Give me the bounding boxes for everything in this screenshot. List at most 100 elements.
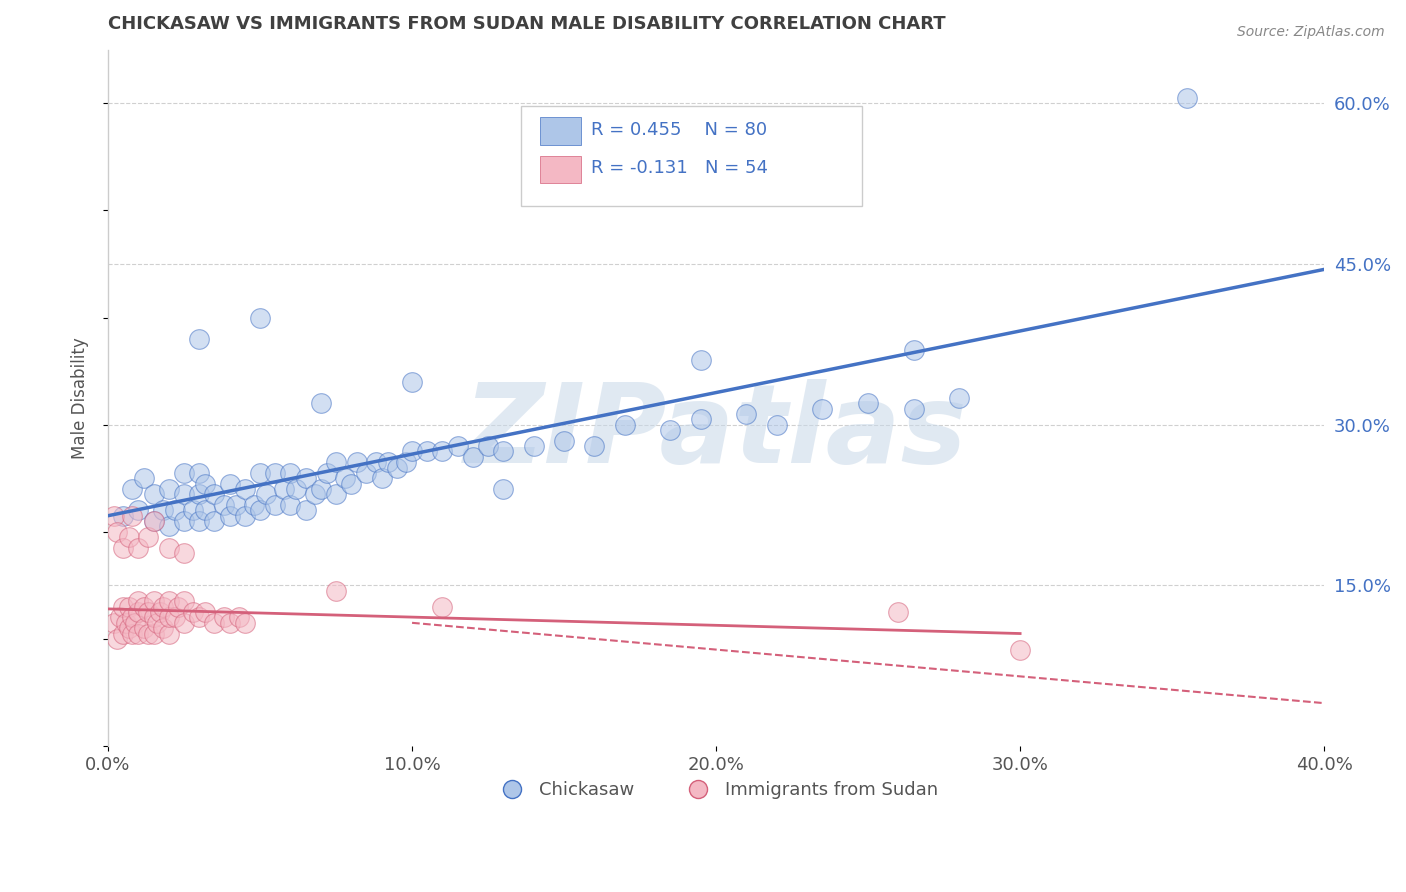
Point [142,610,165,624]
Point [294,471,316,485]
Point [142,626,165,640]
Point [304,487,326,501]
Point [134,471,156,485]
Point [121,482,143,496]
Point [127,541,149,555]
Point [103,615,125,630]
Point [202,615,225,630]
Point [492,482,515,496]
Point [346,455,368,469]
Point [127,594,149,608]
Point [948,391,970,405]
Point [173,546,195,560]
Point [157,594,180,608]
Point [173,615,195,630]
Point [903,343,925,357]
Point [613,417,636,432]
Point [233,482,256,496]
Text: CHICKASAW VS IMMIGRANTS FROM SUDAN MALE DISABILITY CORRELATION CHART: CHICKASAW VS IMMIGRANTS FROM SUDAN MALE … [108,15,946,33]
Point [316,466,339,480]
Point [395,455,418,469]
Point [145,615,167,630]
Text: R = 0.455    N = 80: R = 0.455 N = 80 [591,121,766,139]
FancyBboxPatch shape [522,105,862,206]
Point [325,455,347,469]
Point [903,401,925,416]
Point [181,605,204,619]
Point [446,439,468,453]
Point [167,599,190,614]
Point [163,503,186,517]
Point [194,503,217,517]
Point [152,621,174,635]
Point [124,615,146,630]
FancyBboxPatch shape [540,155,581,184]
Point [461,450,484,464]
Point [112,508,135,523]
Point [134,621,156,635]
Point [188,332,211,346]
Point [118,621,141,635]
Point [273,482,295,496]
Point [202,487,225,501]
Point [134,599,156,614]
Point [285,482,308,496]
Point [194,605,217,619]
Point [157,482,180,496]
Point [1010,642,1032,657]
Point [218,615,240,630]
Legend: Chickasaw, Immigrants from Sudan: Chickasaw, Immigrants from Sudan [486,774,945,806]
Point [152,599,174,614]
Point [416,444,439,458]
Point [280,466,302,480]
Point [136,530,159,544]
Point [492,444,515,458]
Point [188,487,211,501]
Point [173,514,195,528]
Point [243,498,266,512]
Point [249,466,271,480]
Point [188,466,211,480]
Point [157,541,180,555]
Point [181,503,204,517]
Point [432,599,454,614]
Y-axis label: Male Disability: Male Disability [72,337,89,458]
Point [294,503,316,517]
Point [811,401,834,416]
Text: ZIPatlas: ZIPatlas [464,379,967,486]
Point [149,605,172,619]
Point [856,396,879,410]
Point [202,514,225,528]
Point [173,594,195,608]
Point [233,508,256,523]
Point [401,375,423,389]
Point [401,444,423,458]
Point [112,541,135,555]
Point [1175,91,1198,105]
FancyBboxPatch shape [540,118,581,145]
Point [340,476,363,491]
Point [689,353,711,368]
Point [249,310,271,325]
Point [264,466,287,480]
Text: R = -0.131   N = 54: R = -0.131 N = 54 [591,159,768,178]
Point [218,476,240,491]
Point [385,460,408,475]
Point [173,466,195,480]
Point [163,610,186,624]
Point [553,434,575,448]
Point [127,626,149,640]
Point [225,498,247,512]
Point [233,615,256,630]
Point [325,487,347,501]
Point [218,508,240,523]
Point [887,605,910,619]
Point [583,439,606,453]
Point [103,508,125,523]
Point [157,519,180,533]
Point [127,503,149,517]
Point [121,626,143,640]
Point [142,594,165,608]
Point [136,605,159,619]
Point [377,455,399,469]
